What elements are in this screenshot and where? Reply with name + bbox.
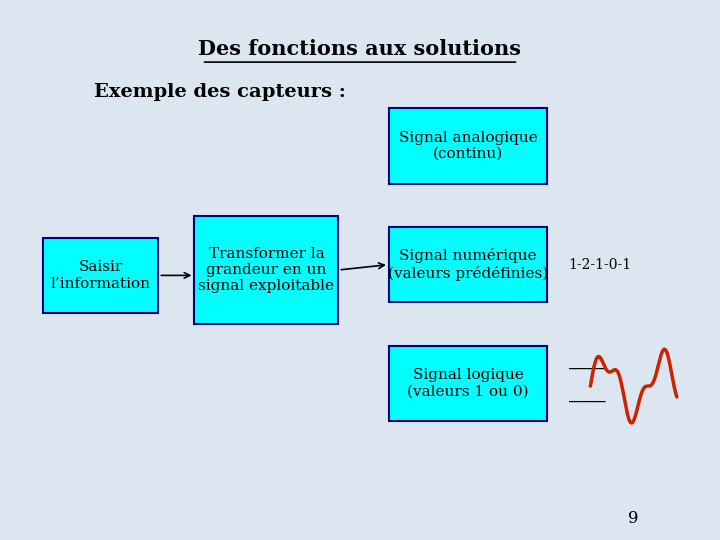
Text: 9: 9 [629, 510, 639, 527]
Text: Saisir
l’information: Saisir l’information [51, 260, 150, 291]
FancyBboxPatch shape [389, 108, 547, 184]
Text: Signal logique
(valeurs 1 ou 0): Signal logique (valeurs 1 ou 0) [408, 368, 528, 399]
FancyBboxPatch shape [43, 238, 158, 313]
Text: Signal numérique
(valeurs prédéfinies): Signal numérique (valeurs prédéfinies) [388, 248, 548, 281]
Text: Transformer la
grandeur en un
signal exploitable: Transformer la grandeur en un signal exp… [199, 247, 334, 293]
Text: ____: ____ [569, 354, 606, 369]
FancyBboxPatch shape [389, 346, 547, 421]
Text: 1-2-1-0-1: 1-2-1-0-1 [569, 258, 632, 272]
Text: Des fonctions aux solutions: Des fonctions aux solutions [199, 38, 521, 59]
Text: Exemple des capteurs :: Exemple des capteurs : [94, 83, 346, 101]
FancyBboxPatch shape [194, 216, 338, 324]
Text: Signal analogique
(continu): Signal analogique (continu) [399, 131, 537, 161]
Text: ____: ____ [569, 387, 606, 402]
FancyBboxPatch shape [389, 227, 547, 302]
